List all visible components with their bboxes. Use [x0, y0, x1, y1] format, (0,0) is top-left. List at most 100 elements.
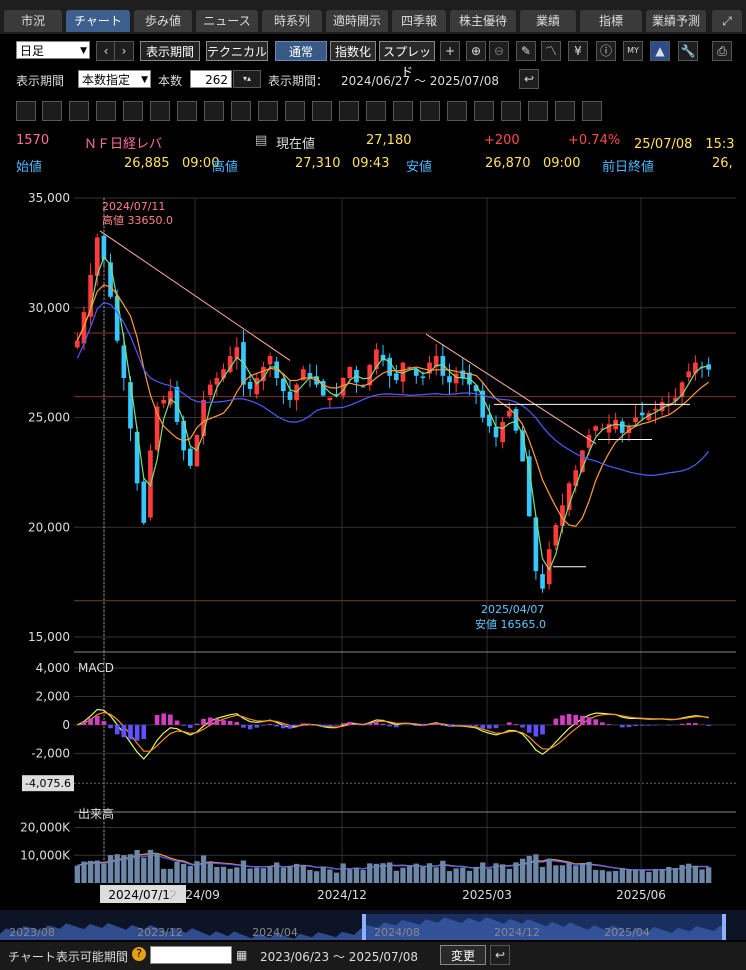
tag-tool-icon[interactable] [501, 101, 521, 121]
channel-tool-icon[interactable] [204, 101, 224, 121]
settings-tool-icon[interactable] [582, 101, 602, 121]
vlines-tool-icon[interactable] [177, 101, 197, 121]
high-value: 27,310 [295, 156, 341, 171]
fib-tool-icon[interactable] [96, 101, 116, 121]
text-tool-icon[interactable] [339, 101, 359, 121]
line-tool-icon[interactable] [16, 101, 36, 121]
candle-body [374, 349, 379, 370]
technical-button[interactable]: テクニカル [206, 41, 268, 61]
tab-disclosure[interactable]: 適時開示 [326, 10, 388, 32]
period-select[interactable]: 日足 ▼ [16, 41, 90, 59]
candle-body [114, 296, 120, 341]
expand-icon[interactable]: ⤢ [712, 10, 742, 32]
tab-indicators[interactable]: 指標 [580, 10, 642, 32]
ruler-tool-icon[interactable] [474, 101, 494, 121]
my-chart-icon[interactable]: MY [623, 41, 643, 61]
tab-tick[interactable]: 歩み値 [134, 10, 192, 32]
memo-icon[interactable]: ▤ [255, 133, 268, 148]
current-price: 27,180 [366, 133, 412, 148]
macd-title: MACD [78, 661, 114, 675]
candle-body [453, 373, 459, 384]
tab-benefits[interactable]: 株主優待 [450, 10, 516, 32]
overview-year-label: 2023/12 [137, 926, 183, 939]
date-input[interactable] [150, 946, 232, 964]
low-time: 09:00 [543, 156, 581, 171]
pentagon-tool-icon[interactable] [231, 101, 251, 121]
area-chart-icon[interactable]: ▲ [650, 41, 670, 61]
candle-body [400, 362, 406, 382]
tab-market[interactable]: 市況 [4, 10, 62, 32]
normal-button[interactable]: 通常 [275, 41, 327, 61]
candle-body [606, 424, 612, 433]
lock-tool-icon[interactable] [555, 101, 575, 121]
overview-year-label: 2024/04 [252, 926, 298, 939]
candle-body [420, 376, 426, 378]
candles [74, 233, 712, 593]
reset-icon[interactable]: ↩ [490, 945, 510, 965]
tab-forecast[interactable]: 業績予測 [646, 10, 706, 32]
eraser-tool-icon[interactable] [42, 101, 62, 121]
info-icon[interactable]: ⓘ [596, 41, 616, 61]
spread-button[interactable]: スプレッド [379, 41, 435, 79]
candle-body [513, 408, 519, 431]
next-button[interactable]: › [114, 41, 134, 61]
yen-icon[interactable]: ¥ [568, 41, 588, 61]
count-input[interactable]: 262 [190, 70, 232, 88]
trend-icon[interactable]: 〽 [541, 41, 561, 61]
ma-short-line [76, 256, 709, 572]
candle-body [673, 397, 678, 402]
change-button[interactable]: 変更 [440, 945, 486, 965]
fan-tool-icon[interactable] [150, 101, 170, 121]
overview-year-label: 2024/12 [494, 926, 540, 939]
prev-close-value: 26, [712, 156, 733, 171]
candle-body [74, 340, 80, 348]
current-label: 現在値 [276, 137, 316, 152]
wrench-icon[interactable]: 🔧 [678, 41, 698, 61]
candle-body [101, 235, 107, 260]
change-value: +200 [484, 133, 520, 148]
help-icon[interactable]: ? [132, 947, 146, 961]
print-icon[interactable]: ⎙ [712, 41, 732, 61]
tab-quarterly[interactable]: 四季報 [392, 10, 446, 32]
pen-icon[interactable]: ✎ [516, 41, 536, 61]
change-percent: +0.74% [568, 133, 621, 148]
mode-select[interactable]: 本数指定 ▼ [78, 70, 151, 88]
display-period-button[interactable]: 表示期間 [140, 41, 200, 61]
hlines-tool-icon[interactable] [69, 101, 89, 121]
copy-tool-icon[interactable] [393, 101, 413, 121]
paste-tool-icon[interactable] [420, 101, 440, 121]
crosshair-icon[interactable]: + [440, 41, 460, 61]
available-period-label: チャート表示可能期間 [8, 950, 128, 964]
tab-earnings[interactable]: 業績 [520, 10, 576, 32]
circle-tool-icon[interactable] [258, 101, 278, 121]
candle-body [593, 426, 599, 431]
zoom-out-icon[interactable]: ⊖ [489, 41, 509, 61]
candle-body [493, 426, 499, 438]
arc-tool-icon[interactable] [123, 101, 143, 121]
index-button[interactable]: 指数化 [330, 41, 376, 61]
tab-chart[interactable]: チャート [66, 10, 130, 32]
icon-tool-icon[interactable] [366, 101, 386, 121]
candle-body [487, 414, 492, 427]
overview-navigator[interactable]: 2023/08 2023/12 2024/04 2024/08 2024/12 2025/… [0, 910, 746, 940]
delete-tool-icon[interactable] [447, 101, 467, 121]
date-tick-label: 2024/09 [170, 888, 220, 902]
tab-news[interactable]: ニュース [196, 10, 258, 32]
overview-year-label: 2025/04 [604, 926, 650, 939]
crosshair-date-label: 2024/07/12 [108, 888, 177, 902]
return-icon[interactable]: ↩ [519, 69, 539, 89]
calendar-icon[interactable]: ▦ [236, 948, 248, 962]
rect-tool-icon[interactable] [285, 101, 305, 121]
candle-body [234, 347, 240, 359]
tab-timeseries[interactable]: 時系列 [262, 10, 322, 32]
open-time: 09:00 [182, 156, 220, 171]
count-stepper[interactable]: ▾▴ [233, 70, 261, 88]
magnet-tool-icon[interactable] [528, 101, 548, 121]
hline-tool-icon[interactable] [312, 101, 332, 121]
zoom-in-icon[interactable]: ⊕ [466, 41, 486, 61]
candle-body [540, 574, 545, 589]
prev-button[interactable]: ‹ [96, 41, 116, 61]
macd-tick-label: -2,000 [31, 746, 70, 760]
candle-body [679, 382, 685, 397]
